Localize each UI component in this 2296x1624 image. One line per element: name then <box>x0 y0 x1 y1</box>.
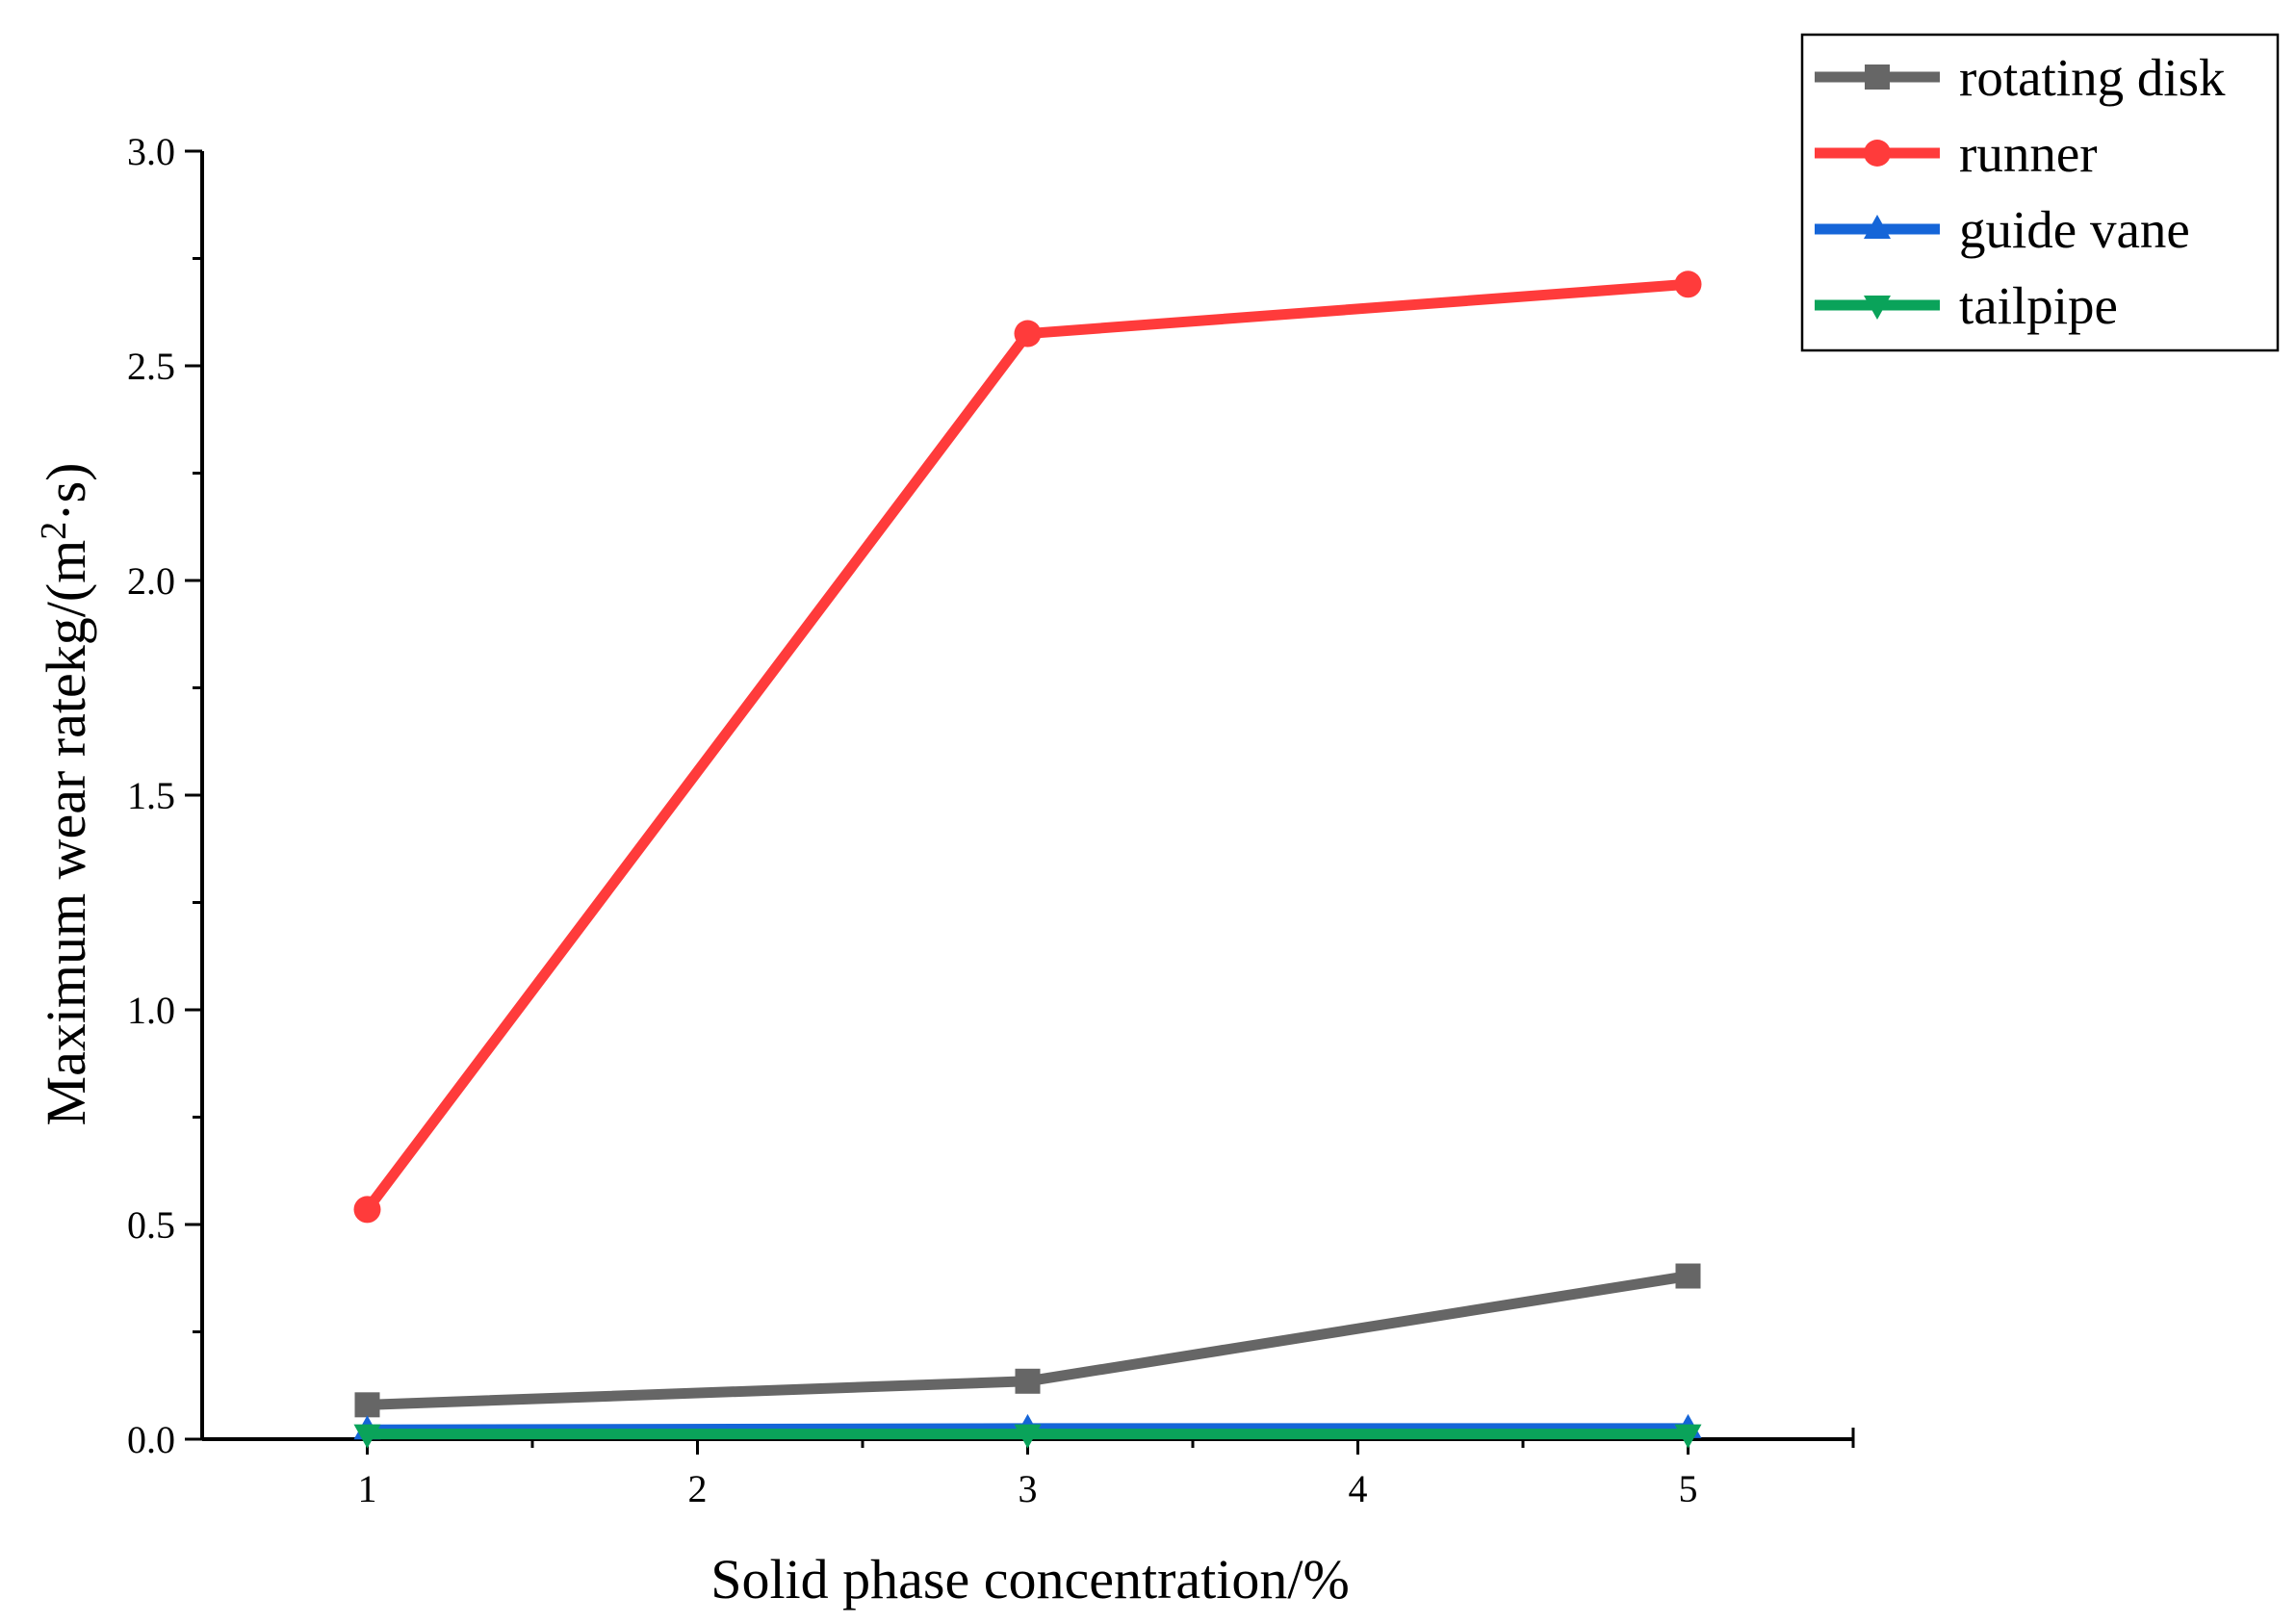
series-rotating-disk <box>354 1263 1701 1418</box>
y-axis-title-unit-end: ·s) <box>35 462 97 521</box>
series-runner <box>353 271 1702 1224</box>
series-line-runner <box>363 278 1689 1213</box>
x-tick-label: 3 <box>1019 1467 1038 1510</box>
legend-item-tailpipe: tailpipe <box>1815 276 2118 335</box>
data-point-rotating-disk <box>354 1392 380 1418</box>
y-tick-label: 3.0 <box>127 130 175 173</box>
data-point-tailpipe <box>1014 1424 1042 1449</box>
x-tick-label: 1 <box>358 1467 377 1510</box>
y-axis-title-prefix: Maximum wear rate <box>35 673 97 1125</box>
data-point-rotating-disk <box>1675 1263 1701 1289</box>
legend-swatch-marker <box>1864 296 1891 320</box>
x-ticks: 1 2 3 4 5 <box>358 1428 1855 1510</box>
legend: rotating disk runner guide vane tailpipe <box>1800 33 2280 352</box>
legend-label: tailpipe <box>1959 276 2118 335</box>
y-tick-label: 2.5 <box>127 345 175 388</box>
x-tick-label: 2 <box>688 1467 708 1510</box>
data-point-tailpipe <box>353 1424 381 1449</box>
axes: 1 2 3 4 5 0.0 0.5 1.0 1.5 2.0 2.5 3.0 <box>127 130 1855 1510</box>
y-axis-title-superscript: 2 <box>34 522 74 540</box>
data-point-tailpipe <box>1674 1424 1702 1449</box>
y-tick-label: 0.5 <box>127 1203 175 1247</box>
legend-label: guide vane <box>1959 200 2190 259</box>
y-ticks: 0.0 0.5 1.0 1.5 2.0 2.5 3.0 <box>127 130 202 1461</box>
y-axis-title: Maximum wear ratekg/(m2·s) <box>34 462 97 1125</box>
legend-label: rotating disk <box>1959 48 2226 107</box>
data-point-runner <box>1674 271 1702 298</box>
y-tick-label: 1.5 <box>127 774 175 817</box>
legend-label: runner <box>1959 124 2098 183</box>
legend-item-rotating-disk: rotating disk <box>1815 48 2226 107</box>
data-point-runner <box>353 1196 381 1224</box>
series-layer <box>353 271 1702 1449</box>
legend-item-guide-vane: guide vane <box>1815 200 2190 259</box>
data-point-rotating-disk <box>1015 1368 1041 1394</box>
data-point-runner <box>1014 320 1042 348</box>
legend-swatch-marker <box>1864 140 1891 167</box>
legend-items: rotating disk runner guide vane tailpipe <box>1815 48 2226 335</box>
x-tick-label: 4 <box>1349 1467 1368 1510</box>
legend-swatch-marker <box>1864 215 1891 239</box>
legend-swatch-marker <box>1865 64 1890 90</box>
legend-item-runner: runner <box>1815 124 2098 183</box>
y-tick-label: 1.0 <box>127 989 175 1032</box>
series-tailpipe <box>353 1424 1702 1449</box>
y-axis-title-unit: kg/(m <box>35 540 97 674</box>
y-tick-label: 2.0 <box>127 559 175 603</box>
x-tick-label: 5 <box>1679 1467 1698 1510</box>
y-tick-label: 0.0 <box>127 1418 175 1461</box>
x-axis-title: Solid phase concentration/% <box>710 1548 1350 1611</box>
